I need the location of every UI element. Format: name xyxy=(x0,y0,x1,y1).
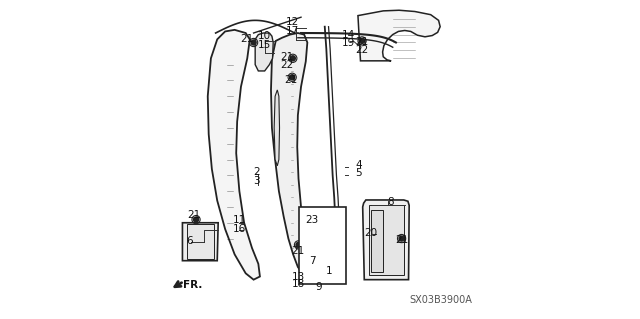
Text: 5: 5 xyxy=(355,168,362,178)
Text: 15: 15 xyxy=(258,40,271,50)
Text: 9: 9 xyxy=(316,282,323,292)
Circle shape xyxy=(251,40,256,45)
Polygon shape xyxy=(358,10,440,61)
Circle shape xyxy=(360,38,365,43)
Polygon shape xyxy=(324,236,342,280)
Text: 18: 18 xyxy=(292,279,305,289)
Text: 6: 6 xyxy=(186,236,193,246)
Text: 21: 21 xyxy=(284,75,298,85)
Polygon shape xyxy=(186,224,214,259)
Text: 14: 14 xyxy=(342,30,355,40)
Polygon shape xyxy=(371,210,383,272)
Text: SX03B3900A: SX03B3900A xyxy=(409,295,472,305)
Text: 16: 16 xyxy=(233,224,246,234)
Text: 22: 22 xyxy=(355,45,369,56)
Text: FR.: FR. xyxy=(184,280,203,290)
Polygon shape xyxy=(363,200,409,280)
Polygon shape xyxy=(369,205,404,275)
Text: 19: 19 xyxy=(342,38,355,48)
Polygon shape xyxy=(271,33,310,273)
Text: 10: 10 xyxy=(258,31,271,41)
Text: 17: 17 xyxy=(286,26,299,36)
Circle shape xyxy=(290,75,294,80)
Circle shape xyxy=(291,56,295,61)
Text: 2: 2 xyxy=(253,167,259,177)
Text: 3: 3 xyxy=(253,176,259,186)
Circle shape xyxy=(296,242,301,248)
Text: 23: 23 xyxy=(305,215,319,225)
Text: 7: 7 xyxy=(308,256,316,266)
Text: 20: 20 xyxy=(364,228,377,238)
Text: 4: 4 xyxy=(355,160,362,170)
Text: 11: 11 xyxy=(233,215,246,225)
Circle shape xyxy=(399,236,404,241)
Text: 8: 8 xyxy=(387,197,394,207)
Text: 21: 21 xyxy=(280,52,293,62)
Text: 21: 21 xyxy=(291,246,305,256)
Polygon shape xyxy=(305,240,321,277)
Circle shape xyxy=(193,217,198,222)
Text: 21: 21 xyxy=(395,235,408,245)
Text: 13: 13 xyxy=(292,271,305,281)
Polygon shape xyxy=(255,33,273,71)
Text: 21: 21 xyxy=(241,34,254,44)
Text: 21: 21 xyxy=(187,210,200,220)
Polygon shape xyxy=(208,30,260,280)
Text: 21: 21 xyxy=(355,38,369,48)
Bar xyxy=(300,207,346,285)
Polygon shape xyxy=(182,223,218,261)
Text: 1: 1 xyxy=(326,266,333,276)
Text: 22: 22 xyxy=(280,60,293,70)
Text: 12: 12 xyxy=(286,17,299,27)
Polygon shape xyxy=(274,90,280,166)
